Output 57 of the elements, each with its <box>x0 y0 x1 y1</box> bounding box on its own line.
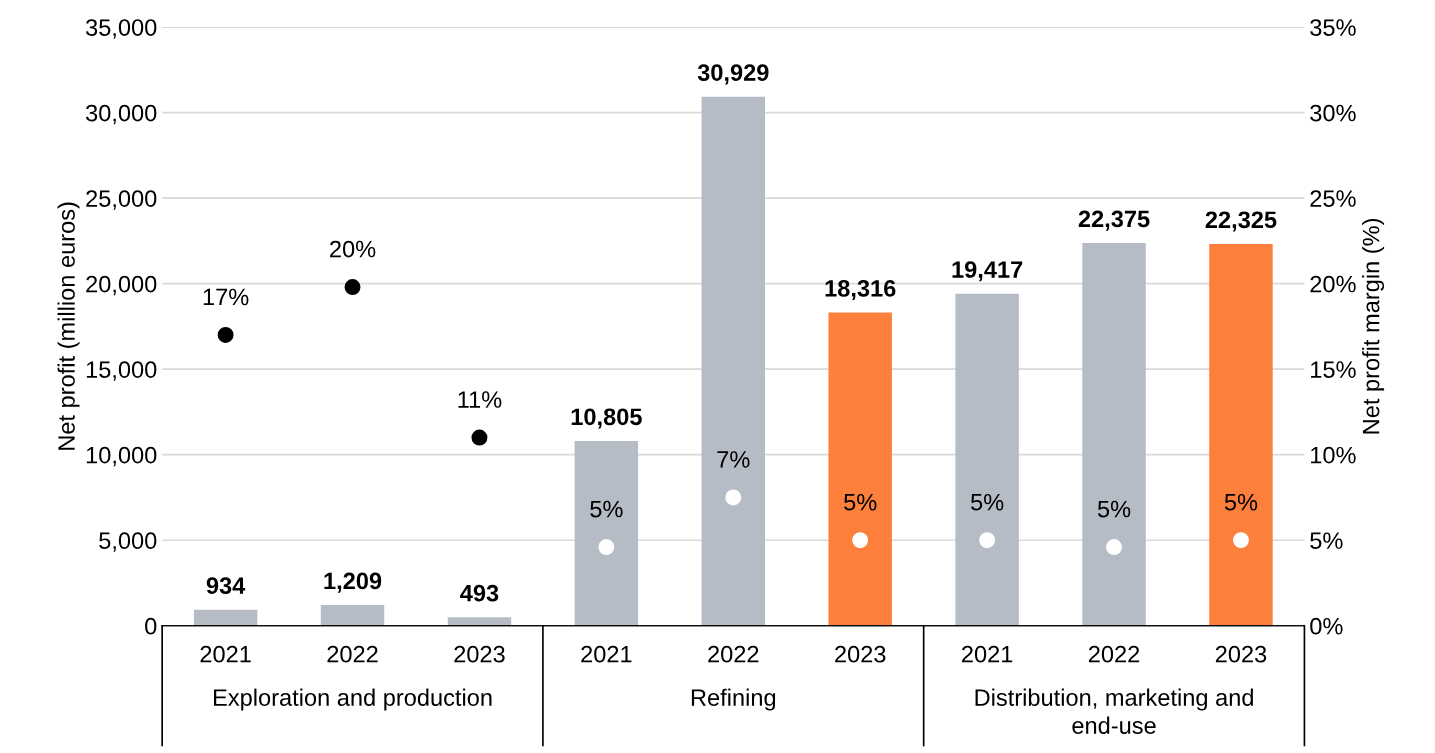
y-tick-label: 35,000 <box>85 19 157 39</box>
y2-tick-label: 25% <box>1310 190 1356 207</box>
x-tick-label: 2023 <box>454 645 505 663</box>
bar <box>193 609 258 626</box>
data-label: 10,805 <box>571 408 642 429</box>
y2-tick-label: 0% <box>1310 617 1343 635</box>
data-label: 5% <box>590 500 623 518</box>
data-label: 5% <box>1097 500 1131 518</box>
y2-tick-label: 5% <box>1310 532 1343 550</box>
y-tick-label: 30,000 <box>85 104 157 125</box>
data-label: 20% <box>330 240 376 258</box>
bar <box>574 440 639 626</box>
data-label: 5% <box>971 493 1004 511</box>
text: Refining <box>691 688 776 711</box>
bar <box>828 312 892 626</box>
bar <box>1209 243 1273 626</box>
x-tick-label: 2021 <box>962 645 1013 663</box>
x-tick-label: 2022 <box>708 645 759 663</box>
data-label: 17% <box>203 288 249 306</box>
x-tick-label: 2023 <box>1215 645 1267 663</box>
bar <box>1082 243 1146 626</box>
data-label: 11% <box>458 391 502 408</box>
bar <box>955 293 1019 626</box>
y-tick-label: 15,000 <box>86 361 157 381</box>
y-tick-label: 0 <box>145 617 157 635</box>
text: Exploration and production <box>214 688 492 711</box>
data-label: 493 <box>460 584 499 602</box>
bar <box>701 96 766 626</box>
y2-axis-title: Net profit margin (%) <box>1362 218 1385 434</box>
y2-tick-label: 10% <box>1311 446 1356 464</box>
y-tick-label: 20,000 <box>86 275 157 296</box>
data-label: 934 <box>206 577 246 595</box>
y2-tick-label: 30% <box>1310 104 1356 122</box>
bar <box>447 617 512 626</box>
x-tick-label: 2022 <box>1088 645 1140 663</box>
data-label: 22,375 <box>1078 210 1150 231</box>
y-axis-title: Net profit (million euros) <box>57 202 80 450</box>
data-label: 19,417 <box>952 261 1023 282</box>
x-tick-label: 2021 <box>581 645 632 663</box>
bar <box>320 605 385 626</box>
data-label: 30,929 <box>697 64 769 85</box>
data-label: 7% <box>717 451 750 468</box>
text: Distribution, marketing and end-use <box>975 688 1253 734</box>
x-tick-label: 2023 <box>835 645 886 663</box>
x-tick-label: 2021 <box>200 645 251 663</box>
data-label: 18,316 <box>825 279 896 301</box>
y2-tick-label: 15% <box>1311 361 1356 378</box>
y-tick-label: 5,000 <box>99 532 157 552</box>
y-tick-label: 25,000 <box>86 190 157 210</box>
data-label: 5% <box>844 493 877 511</box>
y-tick-label: 10,000 <box>86 446 157 467</box>
y2-tick-label: 35% <box>1310 19 1356 36</box>
data-label: 22,325 <box>1205 211 1277 232</box>
data-label: 1,209 <box>324 572 382 593</box>
x-tick-label: 2022 <box>327 645 378 663</box>
y2-tick-label: 20% <box>1310 275 1356 293</box>
data-label: 5% <box>1224 493 1258 511</box>
